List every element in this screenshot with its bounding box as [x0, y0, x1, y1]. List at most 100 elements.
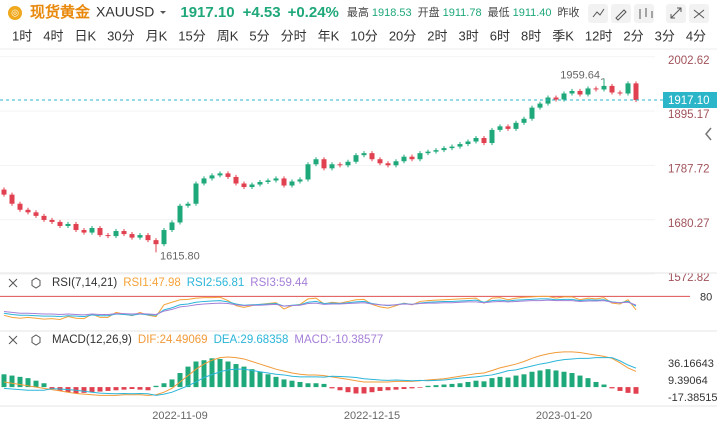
- candle-body: [473, 137, 479, 142]
- macd-bar: [497, 376, 503, 388]
- y-tick-label: 2002.62: [668, 55, 710, 67]
- candle-body: [265, 180, 271, 182]
- timeframe-tab[interactable]: 20分: [389, 28, 416, 43]
- macd-bar: [121, 387, 127, 390]
- macd-bar: [545, 369, 551, 388]
- macd-bar: [33, 380, 39, 388]
- candle-body: [513, 122, 519, 129]
- macd-bar: [153, 385, 159, 388]
- timeframe-tab[interactable]: 月K: [146, 28, 168, 43]
- timeframe-tab[interactable]: 3分: [655, 28, 675, 43]
- candle-body: [225, 173, 231, 177]
- macd-bar: [577, 375, 583, 388]
- timeframe-tab[interactable]: 6时: [490, 28, 510, 43]
- stat-label: 最高: [347, 5, 369, 19]
- timeframe-tab[interactable]: 30分: [107, 28, 134, 43]
- legend-entry: MACD:-10.38577: [294, 334, 383, 346]
- timeframe-tab[interactable]: 季K: [552, 28, 574, 43]
- x-tick-label: 2022-12-15: [344, 410, 400, 422]
- candle-body: [385, 163, 391, 166]
- timeframe-tab[interactable]: 8时: [521, 28, 541, 43]
- candle-body: [577, 90, 583, 95]
- macd-bar: [145, 387, 151, 391]
- candle-body: [289, 181, 295, 186]
- candle-glyph: [639, 8, 653, 19]
- close-indicator[interactable]: [8, 278, 18, 288]
- indicator-title: RSI(7,14,21): [52, 277, 117, 289]
- candle-body: [329, 164, 335, 169]
- timeframe-tab[interactable]: 3时: [459, 28, 479, 43]
- instrument-name: 现货黄金: [30, 3, 91, 21]
- stat-value: 1918.53: [372, 7, 412, 19]
- candle-body: [521, 118, 527, 123]
- timeframe-tab[interactable]: 15分: [178, 28, 205, 43]
- macd-bar: [345, 387, 351, 393]
- stat-label: 开盘: [418, 5, 440, 19]
- timeframe-tab[interactable]: 年K: [318, 28, 340, 43]
- timeframe-tab[interactable]: 日K: [74, 28, 96, 43]
- candle-body: [377, 159, 383, 164]
- macd-bar: [9, 375, 15, 388]
- candle-body: [401, 156, 407, 162]
- candle-body: [417, 153, 423, 160]
- candle-body: [97, 228, 103, 236]
- indicator-settings[interactable]: [31, 277, 41, 289]
- timeframe-tab[interactable]: 4分: [686, 28, 706, 43]
- timeframe-tab[interactable]: 10分: [350, 28, 377, 43]
- macd-bar: [17, 376, 23, 388]
- candle-body: [121, 231, 127, 235]
- macd-bar: [609, 387, 615, 389]
- settings-glyph: [693, 9, 705, 19]
- macd-bar: [193, 361, 199, 388]
- symbol: XAUUSD: [96, 4, 154, 20]
- candle-body: [537, 103, 543, 108]
- timeframe-tab[interactable]: 2时: [427, 28, 447, 43]
- timeframe-tab[interactable]: 4时: [43, 28, 63, 43]
- symbol-dropdown[interactable]: [160, 11, 166, 14]
- candle-body: [409, 156, 415, 160]
- last-price: 1917.10: [180, 4, 234, 21]
- candle-body: [249, 184, 255, 188]
- candle-body: [361, 153, 367, 156]
- candle-body: [553, 97, 559, 100]
- macd-bar: [113, 387, 119, 391]
- macd-bar: [513, 375, 519, 388]
- timeframe-tab[interactable]: 2分: [623, 28, 643, 43]
- macd-bar: [129, 387, 135, 390]
- candle-body: [481, 137, 487, 144]
- macd-bar: [401, 387, 407, 390]
- indicator-settings[interactable]: [31, 334, 41, 346]
- candle-body: [569, 90, 575, 94]
- macd-bar: [433, 385, 439, 388]
- macd-bar: [305, 383, 311, 388]
- candle-body: [145, 235, 151, 241]
- timeframe-tab[interactable]: 12时: [585, 28, 612, 43]
- candle-body: [297, 179, 303, 182]
- macd-bar: [81, 387, 87, 393]
- timeframe-tab[interactable]: 1时: [12, 28, 32, 43]
- timeframe-tab[interactable]: 5分: [249, 28, 269, 43]
- indicator-line: [3, 295, 637, 321]
- macd-bar: [489, 378, 495, 388]
- macd-bar: [601, 384, 607, 388]
- legend-entry: RSI3:59.44: [250, 277, 308, 289]
- macd-bar: [201, 360, 207, 388]
- macd-bar: [1, 374, 7, 388]
- close-indicator[interactable]: [8, 335, 18, 345]
- timeframe-tab[interactable]: 周K: [217, 28, 239, 43]
- candle-body: [313, 159, 319, 165]
- candle-body: [345, 161, 351, 166]
- candle-body: [273, 178, 279, 181]
- legend-entry: DIF:24.49069: [138, 334, 208, 346]
- macd-bar: [585, 378, 591, 388]
- timeframe-tab[interactable]: 分时: [281, 28, 307, 43]
- legend-entry: DEA:29.68358: [214, 334, 289, 346]
- side-panel-toggle[interactable]: [705, 127, 712, 141]
- price-change: +4.53: [243, 4, 281, 21]
- macd-bar: [217, 358, 223, 388]
- candle-body: [353, 155, 359, 162]
- candle-button[interactable]: [634, 4, 654, 23]
- candle-body: [81, 230, 87, 233]
- macd-bar: [625, 387, 631, 393]
- candle-body: [505, 126, 511, 129]
